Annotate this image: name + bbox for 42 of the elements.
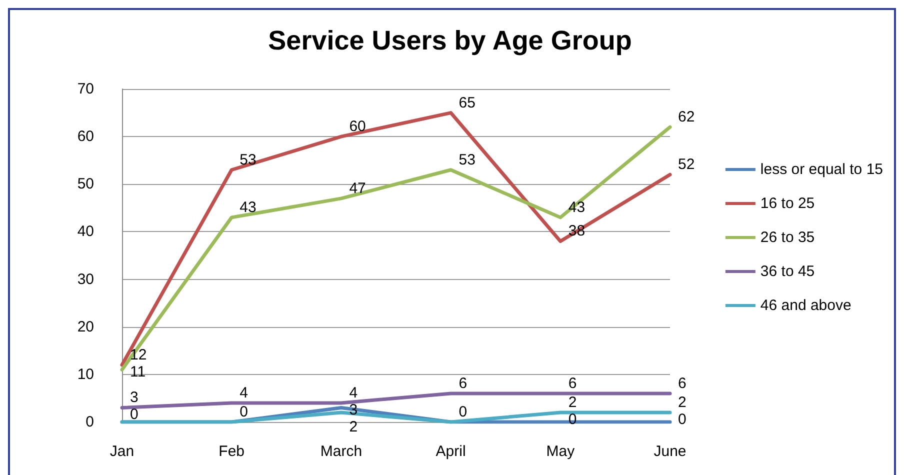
data-label: 47 xyxy=(349,180,366,197)
data-label: 3 xyxy=(130,389,138,406)
data-label: 0 xyxy=(130,406,138,424)
y-tick-label: 70 xyxy=(77,80,94,98)
legend-label: less or equal to 15 xyxy=(760,161,883,178)
y-tick-label: 30 xyxy=(77,270,94,288)
data-label: 65 xyxy=(458,94,476,112)
data-label: 0 xyxy=(678,410,686,428)
legend-label: 36 to 45 xyxy=(760,263,815,280)
data-label: 2 xyxy=(678,394,686,411)
data-label: 6 xyxy=(678,374,686,392)
data-label: 62 xyxy=(678,108,695,126)
data-label: 38 xyxy=(568,222,586,240)
x-tick-label: April xyxy=(436,443,466,460)
data-label: 43 xyxy=(240,198,256,216)
chart-title: Service Users by Age Group xyxy=(268,26,632,56)
x-tick-label: June xyxy=(654,443,686,460)
x-tick-label: May xyxy=(546,443,576,460)
data-label: 52 xyxy=(678,156,695,174)
data-label: 11 xyxy=(130,363,146,380)
data-label: 53 xyxy=(458,151,476,168)
legend-label: 46 and above xyxy=(760,297,852,314)
data-label: 2 xyxy=(349,418,358,436)
y-tick-label: 50 xyxy=(77,176,94,193)
data-label: 6 xyxy=(568,374,577,392)
data-label: 4 xyxy=(349,384,358,402)
data-label: 6 xyxy=(458,374,468,392)
x-tick-label: March xyxy=(320,443,362,460)
x-tick-label: Feb xyxy=(218,443,245,460)
y-tick-label: 10 xyxy=(77,366,94,383)
data-label: 0 xyxy=(240,404,248,420)
y-tick-label: 20 xyxy=(77,318,94,336)
legend-label: 16 to 25 xyxy=(760,195,815,212)
data-label: 60 xyxy=(349,118,366,136)
data-label: 2 xyxy=(568,394,577,411)
data-label: 0 xyxy=(458,404,468,420)
y-tick-label: 40 xyxy=(77,223,94,240)
legend-label: 26 to 35 xyxy=(760,229,815,246)
x-tick-label: Jan xyxy=(110,443,134,460)
y-tick-label: 0 xyxy=(86,414,94,430)
y-tick-label: 60 xyxy=(77,128,94,146)
data-label: 4 xyxy=(240,384,248,402)
